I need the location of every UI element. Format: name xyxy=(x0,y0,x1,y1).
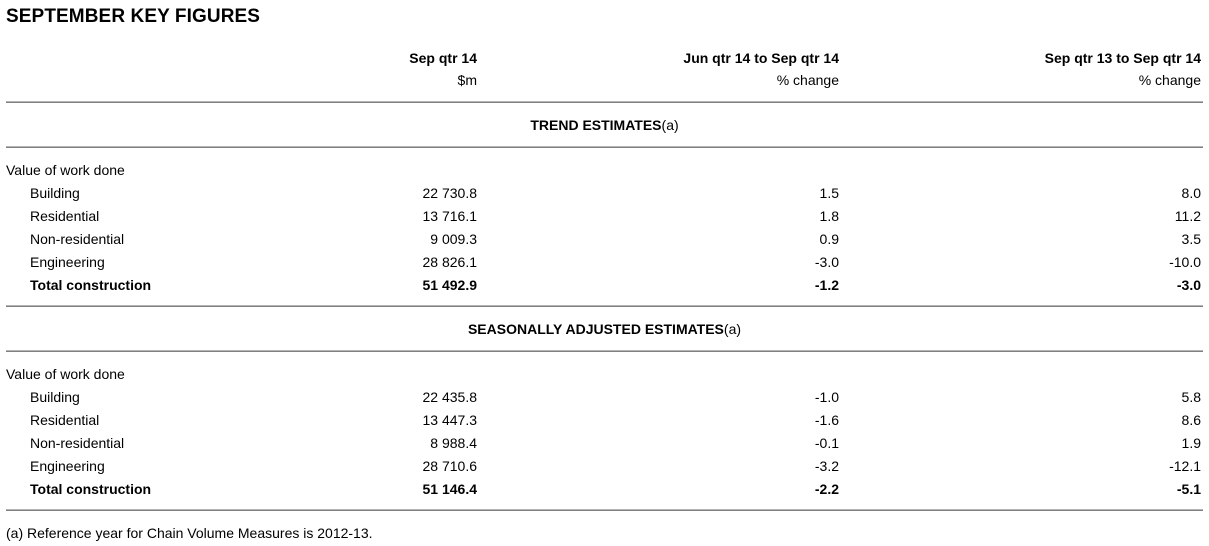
divider xyxy=(6,101,1203,103)
divider xyxy=(6,146,1203,148)
cell-value: 1.9 xyxy=(1181,435,1201,451)
cell-value: 13 447.3 xyxy=(422,412,478,428)
column-heading: Sep qtr 14 xyxy=(409,50,477,66)
section-title-note: (a) xyxy=(661,117,679,133)
row-label: Total construction xyxy=(30,277,152,293)
group-label: Value of work done xyxy=(6,366,125,382)
column-header-quarterly-change: Jun qtr 14 to Sep qtr 14 % change xyxy=(683,50,839,88)
cell-value: 5.8 xyxy=(1181,389,1201,405)
row-label: Building xyxy=(30,185,80,201)
table-row-total: Total construction 51 492.9 -1.2 -3.0 xyxy=(0,277,1209,297)
cell-value: 22 435.8 xyxy=(422,389,478,405)
row-label: Building xyxy=(30,389,80,405)
cell-value: 9 009.3 xyxy=(430,231,477,247)
cell-value: 28 826.1 xyxy=(422,254,478,270)
table-row: Building 22 730.8 1.5 8.0 xyxy=(0,185,1209,205)
cell-value: 13 716.1 xyxy=(422,208,478,224)
cell-value: -5.1 xyxy=(1176,481,1201,497)
group-label-row: Value of work done xyxy=(0,366,1209,386)
section-title-trend: TREND ESTIMATES(a) xyxy=(6,117,1203,133)
column-header-sep-qtr: Sep qtr 14 $m xyxy=(409,50,477,88)
cell-value: -1.2 xyxy=(814,277,839,293)
cell-value: -12.1 xyxy=(1169,458,1201,474)
cell-value: -0.1 xyxy=(814,435,839,451)
column-unit: % change xyxy=(776,72,839,88)
cell-value: 51 146.4 xyxy=(422,481,478,497)
table-row: Non-residential 8 988.4 -0.1 1.9 xyxy=(0,435,1209,455)
row-label: Engineering xyxy=(30,254,105,270)
cell-value: -2.2 xyxy=(814,481,839,497)
divider xyxy=(6,305,1203,307)
column-unit: $m xyxy=(457,72,477,88)
table-row-total: Total construction 51 146.4 -2.2 -5.1 xyxy=(0,481,1209,501)
cell-value: -1.6 xyxy=(814,412,839,428)
cell-value: 1.5 xyxy=(819,185,839,201)
cell-value: 11.2 xyxy=(1174,208,1201,224)
cell-value: 22 730.8 xyxy=(422,185,478,201)
column-unit: % change xyxy=(1138,72,1201,88)
row-label: Non-residential xyxy=(30,435,125,451)
cell-value: -1.0 xyxy=(814,389,839,405)
column-header-annual-change: Sep qtr 13 to Sep qtr 14 % change xyxy=(1045,50,1201,88)
cell-value: 3.5 xyxy=(1181,231,1201,247)
row-label: Non-residential xyxy=(30,231,125,247)
table-row: Non-residential 9 009.3 0.9 3.5 xyxy=(0,231,1209,251)
table-row: Engineering 28 710.6 -3.2 -12.1 xyxy=(0,458,1209,478)
table-row: Building 22 435.8 -1.0 5.8 xyxy=(0,389,1209,409)
column-heading: Sep qtr 13 to Sep qtr 14 xyxy=(1044,50,1201,66)
cell-value: 51 492.9 xyxy=(422,277,478,293)
footnote: (a) Reference year for Chain Volume Meas… xyxy=(6,525,373,541)
divider xyxy=(6,350,1203,352)
table-row: Residential 13 716.1 1.8 11.2 xyxy=(0,208,1209,228)
cell-value: 8.0 xyxy=(1181,185,1201,201)
section-title-seasonally-adjusted: SEASONALLY ADJUSTED ESTIMATES(a) xyxy=(6,321,1203,337)
row-label: Engineering xyxy=(30,458,105,474)
cell-value: 1.8 xyxy=(819,208,839,224)
section-title-note: (a) xyxy=(723,321,742,337)
cell-value: 8 988.4 xyxy=(430,435,477,451)
row-label: Total construction xyxy=(30,481,152,497)
table-row: Residential 13 447.3 -1.6 8.6 xyxy=(0,412,1209,432)
divider xyxy=(6,509,1203,511)
group-label: Value of work done xyxy=(6,162,125,178)
row-label: Residential xyxy=(30,208,100,224)
row-label: Residential xyxy=(30,412,100,428)
cell-value: -10.0 xyxy=(1169,254,1201,270)
cell-value: -3.0 xyxy=(1176,277,1201,293)
cell-value: 28 710.6 xyxy=(422,458,478,474)
column-heading: Jun qtr 14 to Sep qtr 14 xyxy=(683,50,839,66)
cell-value: -3.2 xyxy=(814,458,839,474)
section-title-text: TREND ESTIMATES xyxy=(530,117,662,133)
table-row: Engineering 28 826.1 -3.0 -10.0 xyxy=(0,254,1209,274)
cell-value: -3.0 xyxy=(814,254,839,270)
cell-value: 8.6 xyxy=(1181,412,1201,428)
section-title-text: SEASONALLY ADJUSTED ESTIMATES xyxy=(467,321,724,337)
page-title: SEPTEMBER KEY FIGURES xyxy=(6,6,261,27)
group-label-row: Value of work done xyxy=(0,162,1209,182)
cell-value: 0.9 xyxy=(819,231,839,247)
